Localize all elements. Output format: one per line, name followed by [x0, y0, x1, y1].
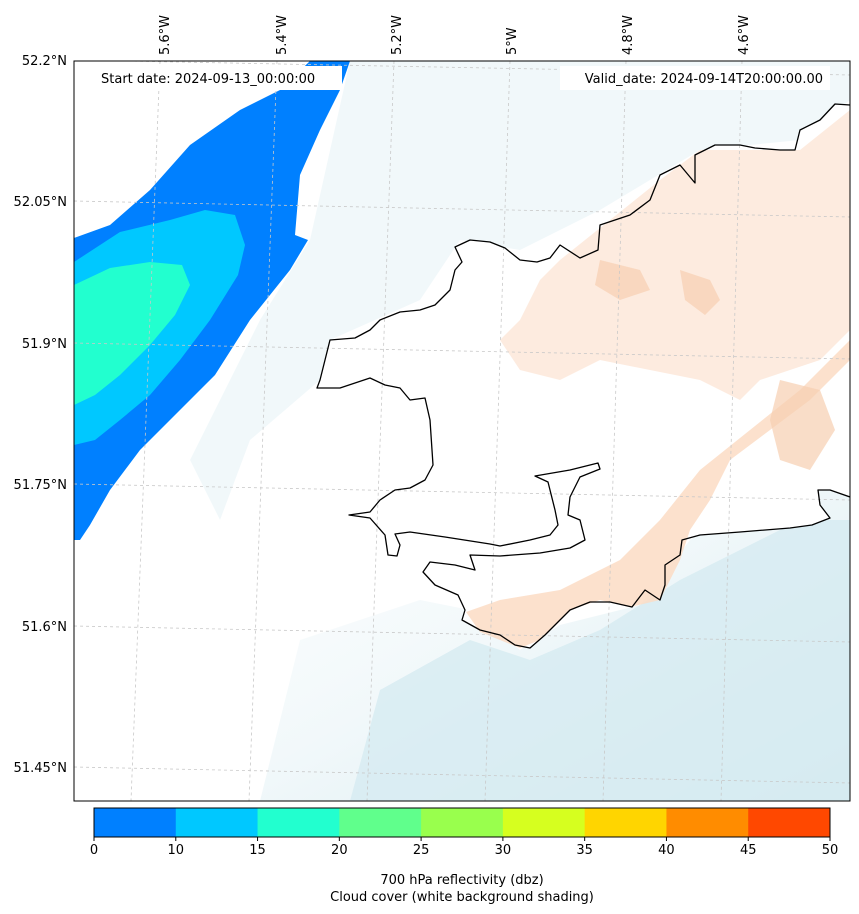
colorbar-tick-label: 10	[168, 843, 185, 858]
land-cloud-shading-dark	[595, 260, 835, 470]
colorbar-segment	[502, 808, 586, 837]
colorbar-segment	[748, 808, 831, 837]
colorbar-tick-label: 35	[576, 843, 593, 858]
lon-tick-label: 5.4°W	[275, 15, 290, 55]
map-layers	[74, 61, 850, 801]
colorbar: 0 10 15 20 25 30 35 40 45 50	[90, 807, 839, 858]
colorbar-tick-label: 15	[249, 843, 266, 858]
map-frame	[73, 60, 851, 802]
lat-tick-label: 51.45°N	[14, 761, 67, 776]
sea-cloud-shading-north	[190, 61, 850, 520]
land-cloud-shading	[500, 110, 850, 400]
lon-tick-labels: 5.6°W 5.4°W 5.2°W 5°W 4.8°W 4.6°W	[158, 15, 752, 55]
colorbar-tick-label: 45	[740, 843, 757, 858]
lat-tick-label: 52.2°N	[22, 54, 67, 69]
colorbar-frame	[93, 807, 831, 838]
lat-tick-label: 51.9°N	[22, 337, 67, 352]
sea-cloud-shading-inner	[350, 520, 850, 801]
reflectivity-15-20	[74, 262, 190, 405]
lat-tick-label: 51.75°N	[14, 478, 67, 493]
lat-tick-label: 51.6°N	[22, 620, 67, 635]
colorbar-label-line1: 700 hPa reflectivity (dbz)	[380, 873, 543, 888]
land-cloud-shading-east	[466, 340, 850, 648]
colorbar-tick-label: 20	[331, 843, 348, 858]
colorbar-tick-label: 25	[413, 843, 430, 858]
colorbar-segment	[257, 808, 340, 837]
colorbar-segment	[339, 808, 422, 837]
colorbar-tick-label: 0	[90, 843, 98, 858]
lon-tick-label: 5°W	[505, 27, 520, 55]
valid-date-label: Valid_date: 2024-09-14T20:00:00.00	[585, 72, 823, 87]
lon-tick-label: 5.2°W	[390, 15, 405, 55]
colorbar-segment	[94, 808, 177, 837]
lon-tick-label: 4.6°W	[737, 15, 752, 55]
coastline	[316, 103, 850, 649]
lat-tick-labels: 52.2°N 52.05°N 51.9°N 51.75°N 51.6°N 51.…	[14, 54, 67, 776]
colorbar-segment	[421, 808, 504, 837]
lon-tick-label: 4.8°W	[621, 15, 636, 55]
colorbar-segment	[666, 808, 749, 837]
colorbar-segment	[584, 808, 667, 837]
valid-date-box	[560, 66, 830, 90]
colorbar-tick-label: 40	[658, 843, 675, 858]
lat-tick-label: 52.05°N	[14, 195, 67, 210]
colorbar-segment	[175, 808, 259, 837]
colorbar-tick-label: 50	[822, 843, 839, 858]
colorbar-tick-label: 30	[495, 843, 512, 858]
lon-tick-label: 5.6°W	[158, 15, 173, 55]
start-date-label: Start date: 2024-09-13_00:00:00	[101, 72, 315, 87]
start-date-box	[92, 66, 342, 90]
colorbar-label-line2: Cloud cover (white background shading)	[330, 890, 594, 905]
